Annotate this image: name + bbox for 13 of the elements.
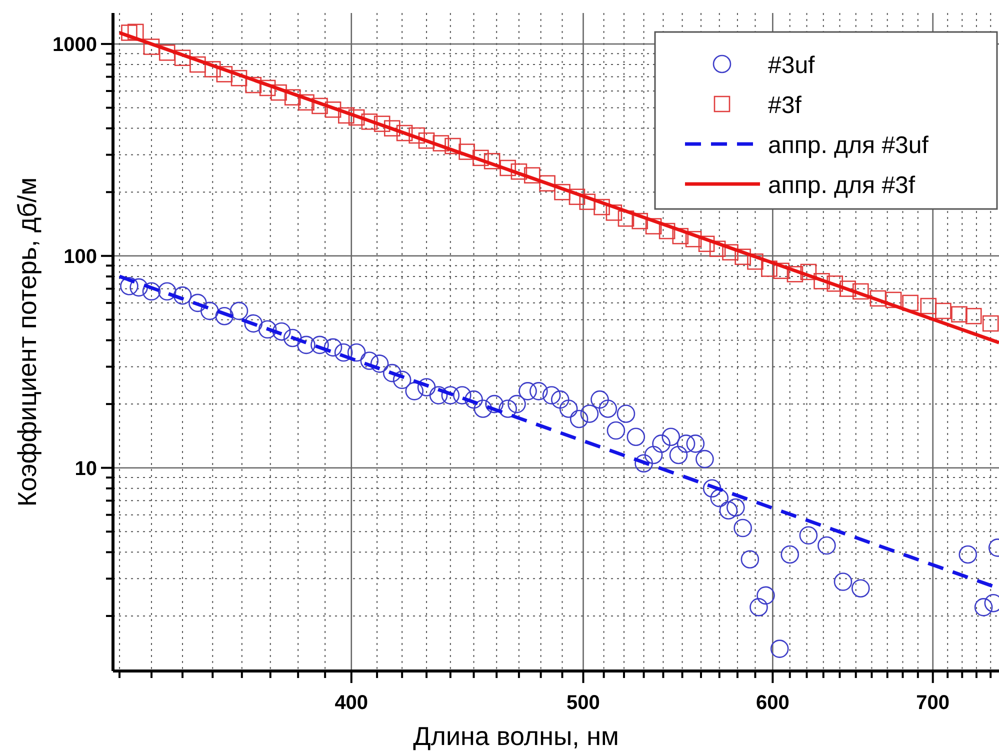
legend-label: аппр. для #3uf (768, 132, 929, 159)
x-tick-label: 500 (566, 692, 600, 714)
x-axis-title: Длина волны, нм (413, 721, 619, 751)
y-tick-label: 1000 (52, 34, 97, 56)
y-tick-label: 100 (64, 246, 97, 268)
y-tick-label: 10 (74, 458, 97, 480)
y-axis-title: Коэффициент потерь, дб/м (12, 177, 42, 507)
x-tick-label: 400 (334, 692, 368, 714)
legend-label: #3f (768, 92, 802, 119)
legend-label: аппр. для #3f (768, 172, 916, 199)
x-tick-label: 600 (756, 692, 790, 714)
x-tick-label: 700 (916, 692, 950, 714)
legend-label: #3uf (768, 52, 816, 79)
